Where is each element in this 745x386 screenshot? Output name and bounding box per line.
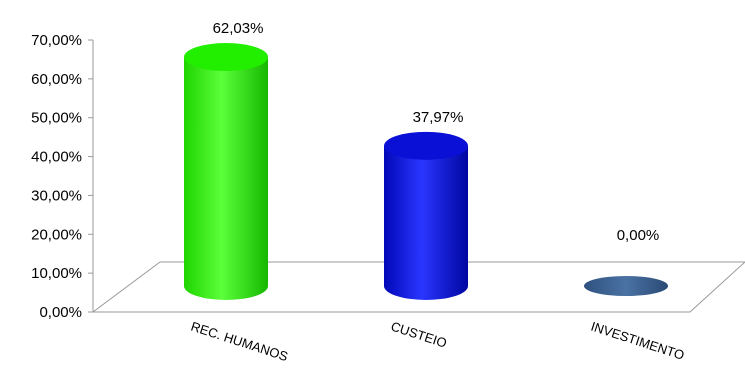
x-tick-label: REC. HUMANOS: [189, 319, 290, 365]
y-axis-ticks: 0,00% 10,00% 20,00% 30,00% 40,00% 50,00% 60,00…: [31, 32, 93, 321]
bar-custeio: [384, 131, 468, 300]
y-tick-label: 40,00%: [31, 149, 82, 166]
y-tick-label: 30,00%: [31, 187, 82, 204]
y-tick-label: 70,00%: [31, 32, 82, 49]
y-tick-label: 0,00%: [39, 304, 82, 321]
y-tick-label: 10,00%: [31, 265, 82, 282]
y-tick-label: 50,00%: [31, 110, 82, 127]
bar-top: [184, 43, 268, 72]
y-tick-label: 60,00%: [31, 71, 82, 88]
bar-body: [184, 57, 268, 300]
x-axis-labels: REC. HUMANOS CUSTEIO INVESTIMENTO: [189, 319, 686, 365]
y-tick-label: 20,00%: [31, 226, 82, 243]
bars: [184, 43, 668, 300]
data-label: 0,00%: [617, 227, 660, 244]
bar-body: [384, 145, 468, 300]
bar-top: [384, 131, 468, 160]
x-tick-label: CUSTEIO: [389, 319, 449, 351]
x-tick-label: INVESTIMENTO: [589, 319, 686, 363]
data-labels: 62,03% 37,97% 0,00%: [213, 20, 660, 244]
data-label: 37,97%: [413, 109, 464, 126]
bar-investimento: [584, 276, 668, 296]
data-label: 62,03%: [213, 20, 264, 37]
bar-rec-humanos: [184, 43, 268, 300]
bar-disc: [584, 276, 668, 296]
